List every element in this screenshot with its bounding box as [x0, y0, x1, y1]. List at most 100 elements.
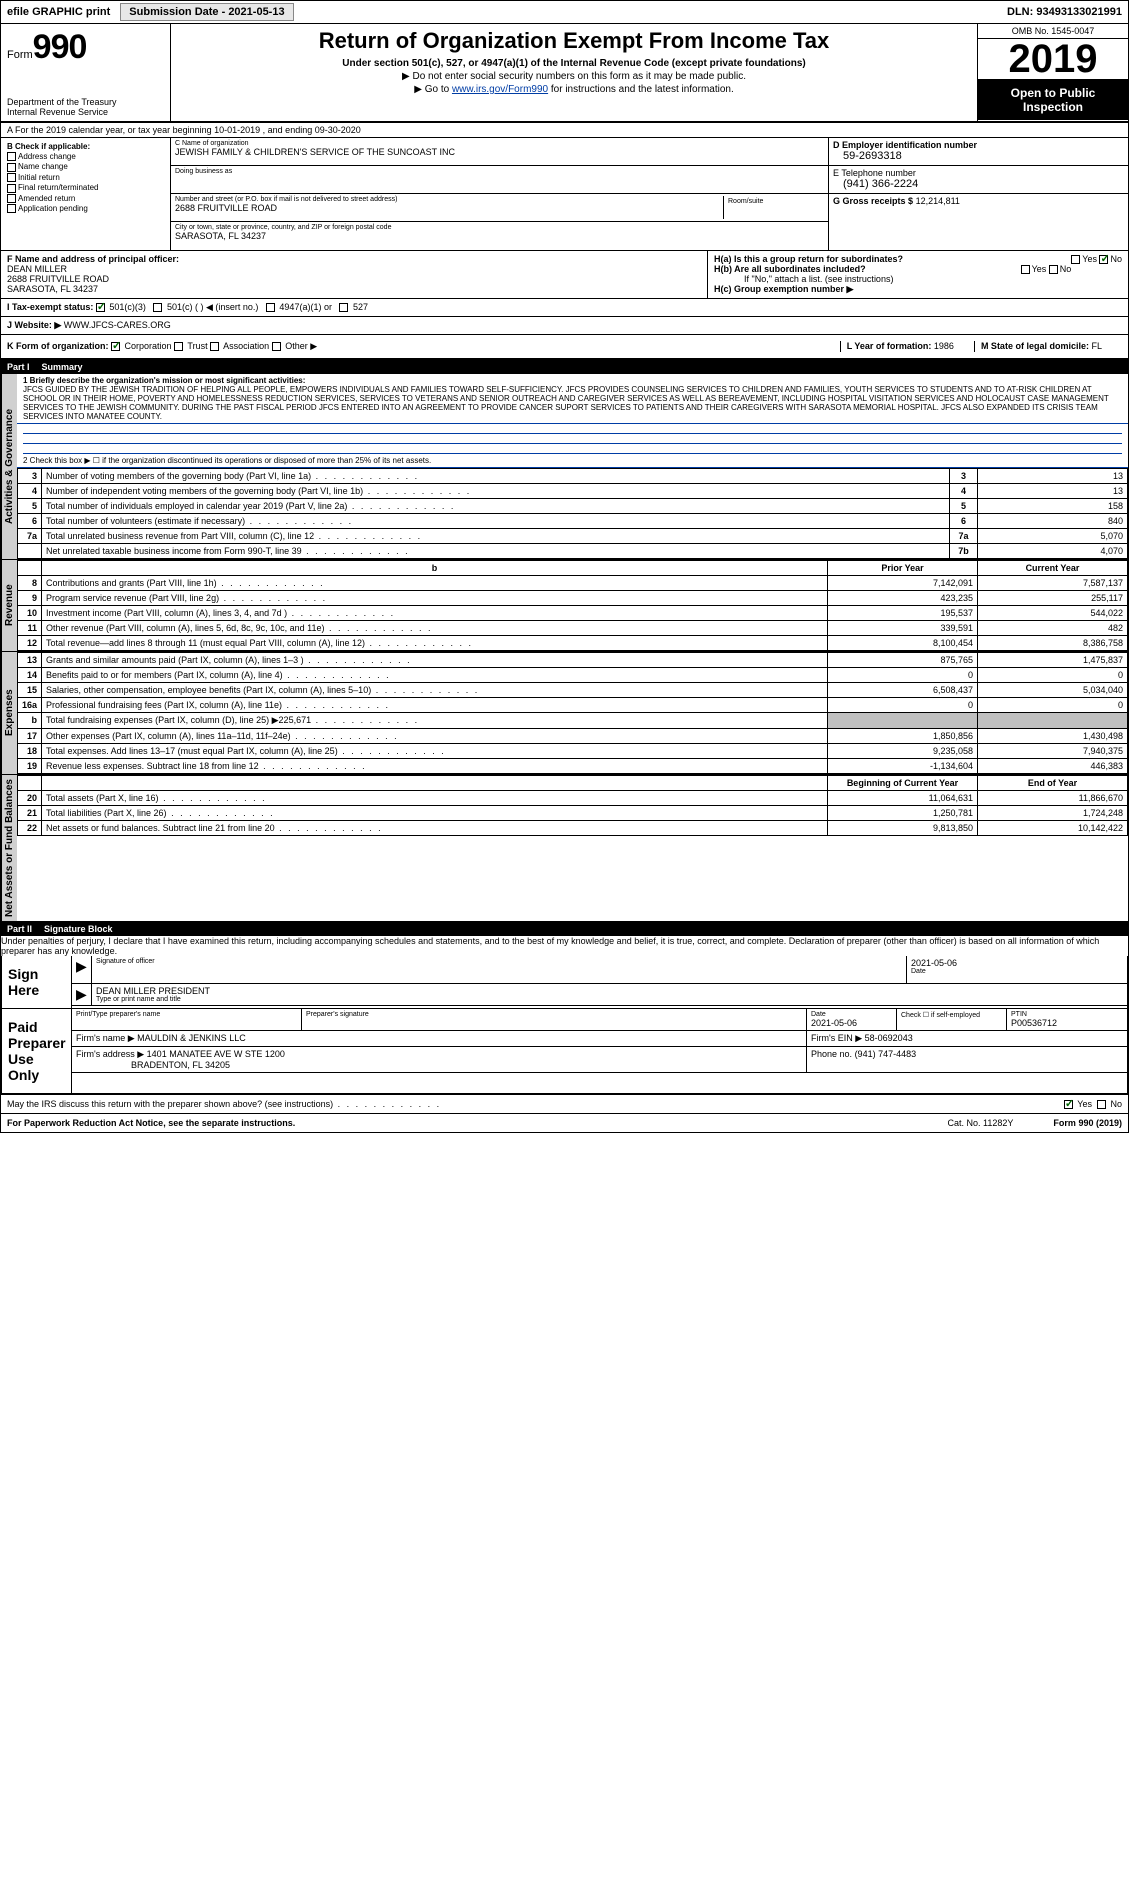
ha-no[interactable]: [1099, 255, 1108, 264]
expenses-section: Expenses 13Grants and similar amounts pa…: [1, 652, 1128, 775]
table-row: 12Total revenue—add lines 8 through 11 (…: [18, 636, 1128, 651]
website-row: J Website: ▶ WWW.JFCS-CARES.ORG: [1, 317, 1128, 335]
form-subtitle-1: Under section 501(c), 527, or 4947(a)(1)…: [179, 58, 969, 69]
table-row: Net unrelated taxable business income fr…: [18, 544, 1128, 559]
form-page: efile GRAPHIC print Submission Date - 20…: [0, 0, 1129, 1133]
form-subtitle-3: ▶ Go to www.irs.gov/Form990 for instruct…: [179, 84, 969, 95]
table-row: 13Grants and similar amounts paid (Part …: [18, 653, 1128, 668]
chk-address-change[interactable]: Address change: [7, 152, 164, 161]
side-netassets: Net Assets or Fund Balances: [1, 775, 17, 921]
netassets-table: Beginning of Current YearEnd of Year 20T…: [17, 775, 1128, 836]
sign-here-block: Sign Here ▶ Signature of officer 2021-05…: [1, 956, 1128, 1009]
phone-field: E Telephone number (941) 366-2224: [829, 166, 1128, 194]
chk-final-return[interactable]: Final return/terminated: [7, 183, 164, 192]
expenses-table: 13Grants and similar amounts paid (Part …: [17, 652, 1128, 774]
table-row: 16aProfessional fundraising fees (Part I…: [18, 698, 1128, 713]
netassets-section: Net Assets or Fund Balances Beginning of…: [1, 775, 1128, 922]
part1-header: Part I Summary: [1, 360, 1128, 374]
header-right: OMB No. 1545-0047 2019 Open to Public In…: [978, 24, 1128, 121]
ein-field: D Employer identification number 59-2693…: [829, 138, 1128, 166]
tax-exempt-row: I Tax-exempt status: 501(c)(3) 501(c) ( …: [1, 299, 1128, 317]
officer-group-block: F Name and address of principal officer:…: [1, 251, 1128, 299]
chk-corp[interactable]: [111, 342, 120, 351]
group-return-field: H(a) Is this a group return for subordin…: [708, 251, 1128, 298]
table-row: 5Total number of individuals employed in…: [18, 499, 1128, 514]
col-de: D Employer identification number 59-2693…: [828, 138, 1128, 250]
chk-application-pending[interactable]: Application pending: [7, 204, 164, 213]
hb-yes[interactable]: [1021, 265, 1030, 274]
blank-line: [23, 424, 1122, 434]
table-row: 3Number of voting members of the governi…: [18, 469, 1128, 484]
side-governance: Activities & Governance: [1, 374, 17, 559]
efile-label: efile GRAPHIC print: [1, 4, 116, 20]
open-to-public: Open to Public Inspection: [978, 80, 1128, 120]
governance-section: Activities & Governance 1 Briefly descri…: [1, 374, 1128, 560]
page-footer: For Paperwork Reduction Act Notice, see …: [1, 1113, 1128, 1132]
discuss-row: May the IRS discuss this return with the…: [1, 1094, 1128, 1113]
governance-table: 3Number of voting members of the governi…: [17, 468, 1128, 559]
revenue-table: bPrior YearCurrent Year 8Contributions a…: [17, 560, 1128, 651]
header-left: Form 990 Department of the Treasury Inte…: [1, 24, 171, 121]
chk-trust[interactable]: [174, 342, 183, 351]
hb-no[interactable]: [1049, 265, 1058, 274]
form-of-org-row: K Form of organization: Corporation Trus…: [1, 335, 1128, 360]
chk-501c[interactable]: [153, 303, 162, 312]
table-row: 20Total assets (Part X, line 16)11,064,6…: [18, 791, 1128, 806]
table-row: 22Net assets or fund balances. Subtract …: [18, 821, 1128, 836]
dept-label: Department of the Treasury Internal Reve…: [7, 97, 164, 117]
table-row: 15Salaries, other compensation, employee…: [18, 683, 1128, 698]
topbar: efile GRAPHIC print Submission Date - 20…: [1, 1, 1128, 24]
officer-field: F Name and address of principal officer:…: [1, 251, 708, 298]
arrow-icon: ▶: [76, 986, 87, 1002]
table-row: 9Program service revenue (Part VIII, lin…: [18, 591, 1128, 606]
sign-here-label: Sign Here: [2, 956, 72, 1008]
tax-year: 2019: [978, 39, 1128, 80]
chk-527[interactable]: [339, 303, 348, 312]
col-b-checkboxes: B Check if applicable: Address change Na…: [1, 138, 171, 250]
table-row: 4Number of independent voting members of…: [18, 484, 1128, 499]
form-header: Form 990 Department of the Treasury Inte…: [1, 24, 1128, 123]
table-row: 14Benefits paid to or for members (Part …: [18, 668, 1128, 683]
mission-label: 1 Briefly describe the organization's mi…: [17, 374, 1128, 424]
side-revenue: Revenue: [1, 560, 17, 651]
gross-receipts-field: G Gross receipts $ 12,214,811: [829, 194, 1128, 222]
chk-amended-return[interactable]: Amended return: [7, 194, 164, 203]
chk-initial-return[interactable]: Initial return: [7, 173, 164, 182]
table-row: 10Investment income (Part VIII, column (…: [18, 606, 1128, 621]
paid-preparer-block: Paid Preparer Use Only Print/Type prepar…: [1, 1009, 1128, 1094]
dln-label: DLN: 93493133021991: [1007, 6, 1128, 18]
form-number-block: Form 990: [7, 28, 164, 67]
chk-other[interactable]: [272, 342, 281, 351]
table-row: 17Other expenses (Part IX, column (A), l…: [18, 729, 1128, 744]
form-prefix: Form: [7, 49, 33, 61]
table-row: 19Revenue less expenses. Subtract line 1…: [18, 759, 1128, 774]
table-row: 18Total expenses. Add lines 13–17 (must …: [18, 744, 1128, 759]
header-mid: Return of Organization Exempt From Incom…: [171, 24, 978, 121]
discuss-yes[interactable]: [1064, 1100, 1073, 1109]
arrow-icon: ▶: [76, 958, 87, 974]
penalties-text: Under penalties of perjury, I declare th…: [1, 936, 1128, 956]
discuss-no[interactable]: [1097, 1100, 1106, 1109]
address-field: Number and street (or P.O. box if mail i…: [171, 194, 828, 222]
revenue-section: Revenue bPrior YearCurrent Year 8Contrib…: [1, 560, 1128, 652]
table-row: 7aTotal unrelated business revenue from …: [18, 529, 1128, 544]
line-2: 2 Check this box ▶ ☐ if the organization…: [17, 454, 1128, 468]
table-row: bTotal fundraising expenses (Part IX, co…: [18, 713, 1128, 729]
instructions-link[interactable]: www.irs.gov/Form990: [452, 84, 548, 95]
side-expenses: Expenses: [1, 652, 17, 774]
submission-date-button[interactable]: Submission Date - 2021-05-13: [120, 3, 293, 21]
table-row: 6Total number of volunteers (estimate if…: [18, 514, 1128, 529]
chk-501c3[interactable]: [96, 303, 105, 312]
chk-name-change[interactable]: Name change: [7, 162, 164, 171]
table-row: 8Contributions and grants (Part VIII, li…: [18, 576, 1128, 591]
ha-yes[interactable]: [1071, 255, 1080, 264]
chk-assoc[interactable]: [210, 342, 219, 351]
dba-field: Doing business as: [171, 166, 828, 194]
city-field: City or town, state or province, country…: [171, 222, 828, 250]
mission-text: JFCS GUIDED BY THE JEWISH TRADITION OF H…: [23, 385, 1109, 421]
blank-line: [23, 434, 1122, 444]
entity-block: B Check if applicable: Address change Na…: [1, 138, 1128, 251]
col-c: C Name of organization JEWISH FAMILY & C…: [171, 138, 828, 250]
chk-4947[interactable]: [266, 303, 275, 312]
part2-header: Part II Signature Block: [1, 922, 1128, 936]
